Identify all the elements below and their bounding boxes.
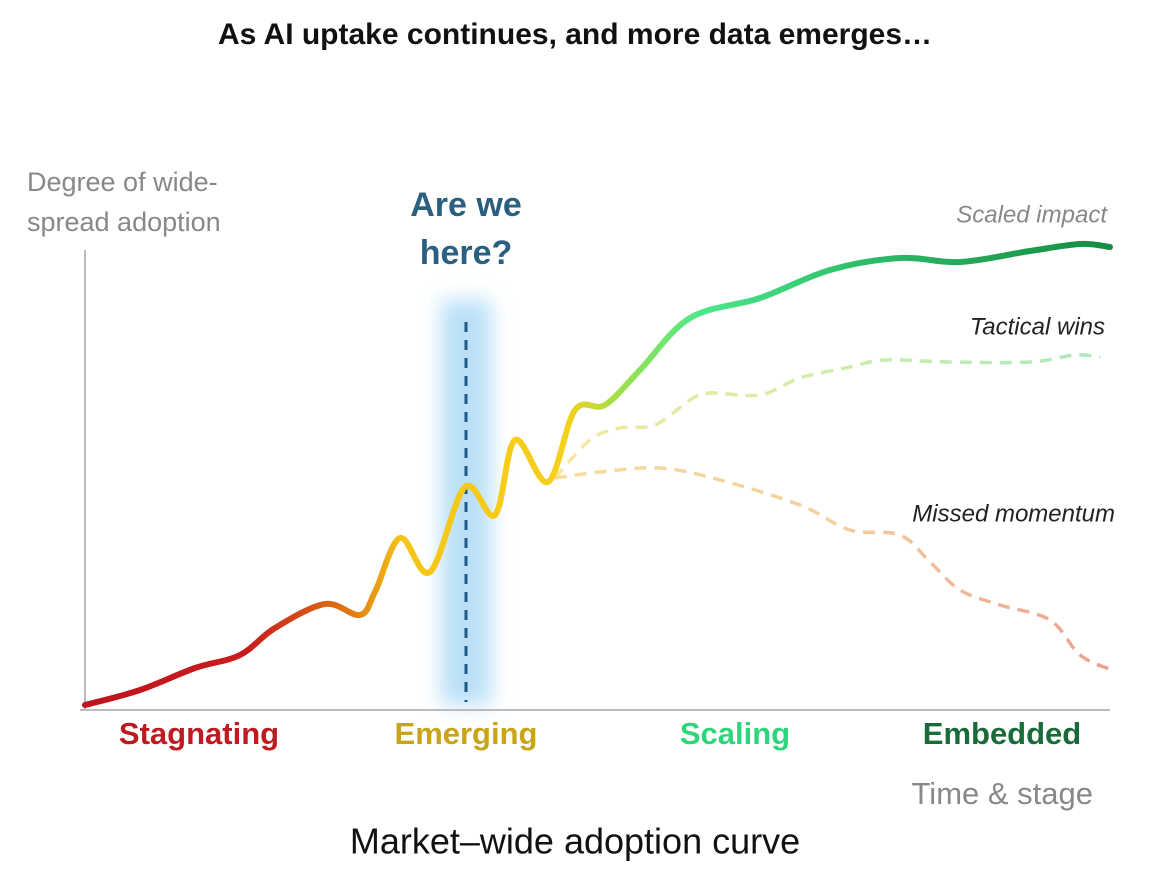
y-axis-label: spread adoption	[27, 207, 221, 237]
scenario-label: Scaled impact	[956, 201, 1108, 228]
tactical-wins-curve	[553, 353, 1101, 480]
marker-label: here?	[420, 234, 513, 272]
x-axis-label: Time & stage	[912, 776, 1093, 811]
adoption-curve	[82, 240, 1113, 708]
caption: Market–wide adoption curve	[350, 821, 800, 862]
title: As AI uptake continues, and more data em…	[218, 18, 932, 51]
stage-label: Scaling	[680, 716, 790, 751]
stage-label: Stagnating	[119, 716, 279, 751]
missed-momentum-curve	[554, 465, 1113, 672]
y-axis-label: Degree of wide-	[27, 167, 218, 197]
scenario-label: Missed momentum	[912, 500, 1115, 527]
stage-label: Embedded	[923, 716, 1081, 751]
marker-label: Are we	[410, 186, 522, 224]
scenario-label: Tactical wins	[970, 313, 1105, 340]
stage-label: Emerging	[395, 716, 538, 751]
